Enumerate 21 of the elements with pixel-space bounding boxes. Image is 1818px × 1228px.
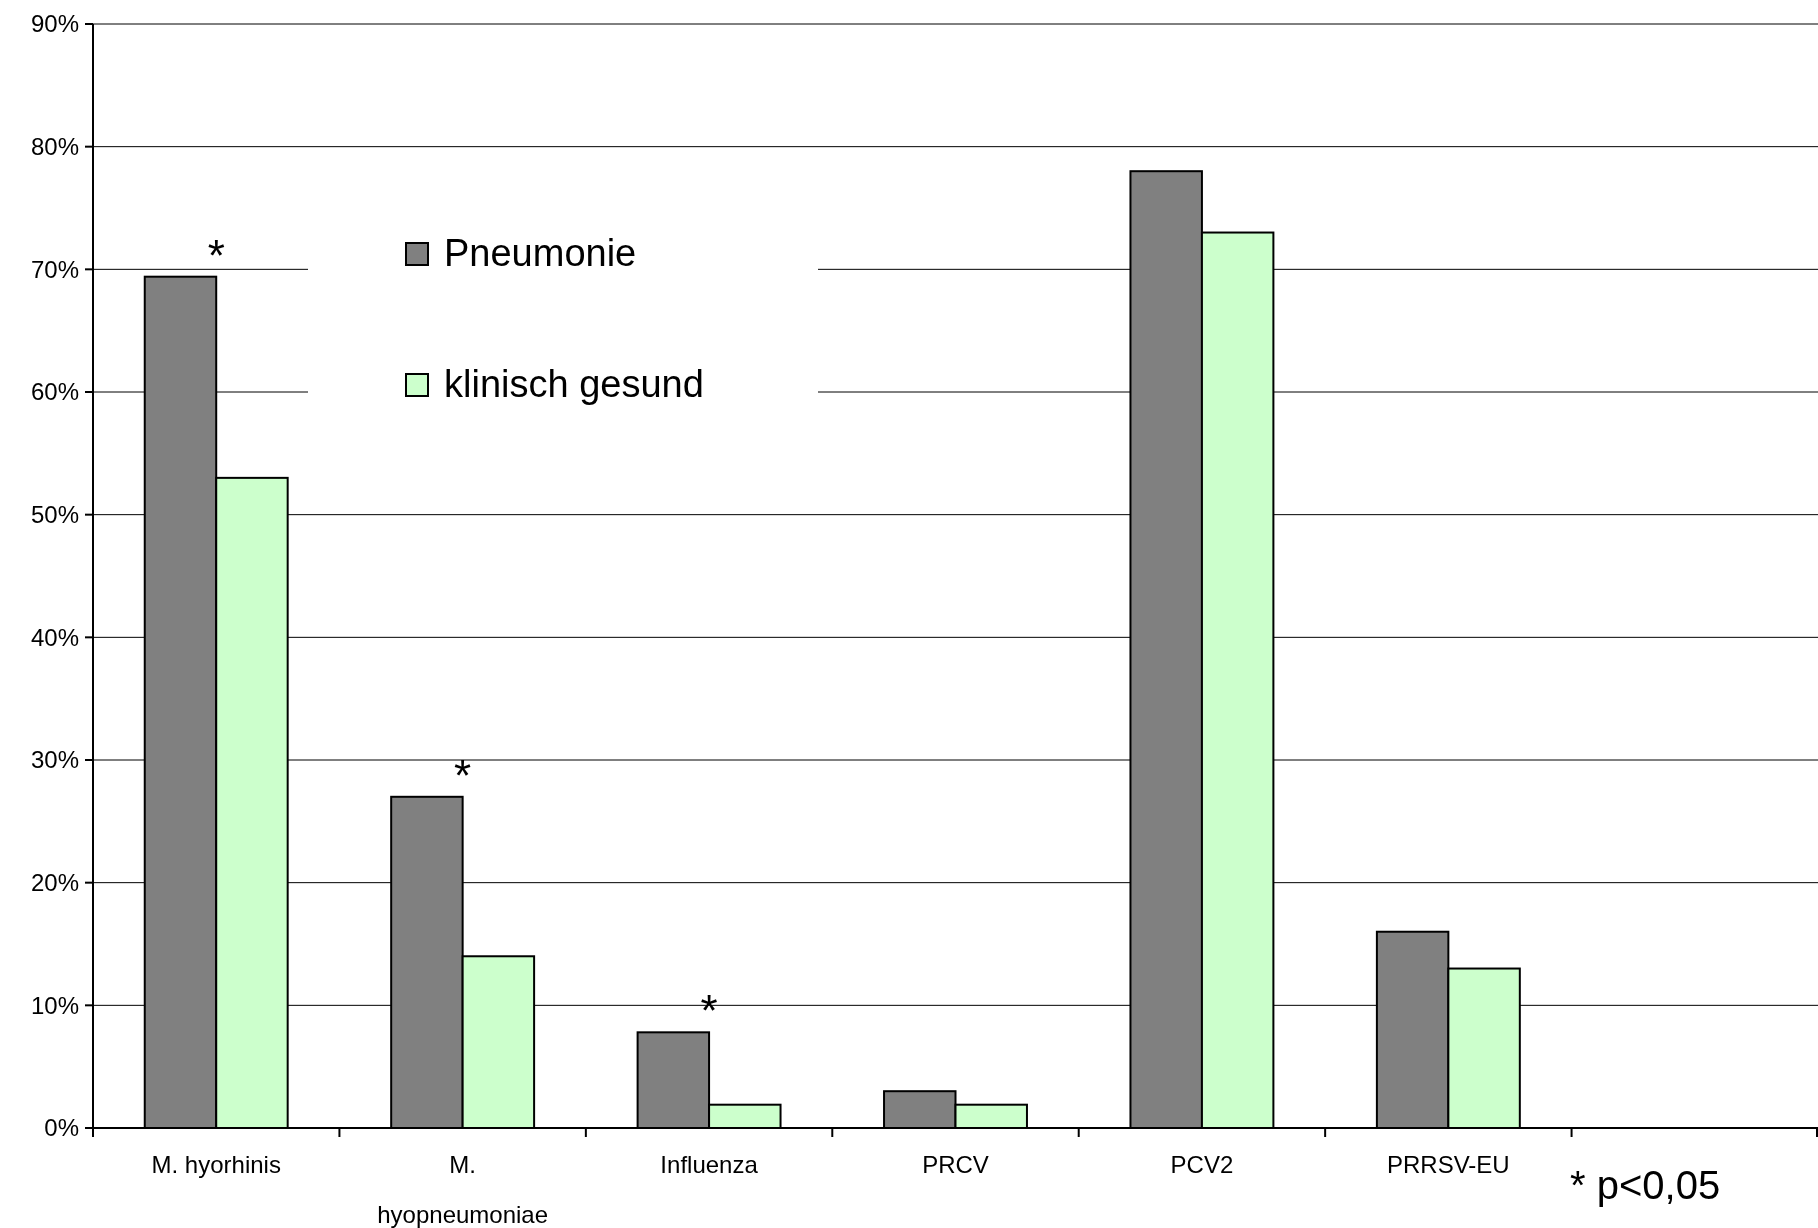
y-tick-label: 60% <box>30 378 79 406</box>
y-tick-label: 40% <box>30 623 79 651</box>
x-tick-label: Influenza <box>660 1151 759 1178</box>
y-tick-label: 90% <box>30 10 79 38</box>
x-tick-label: M. hyorhinis <box>151 1151 281 1178</box>
text: * p<0,05 <box>1570 1163 1721 1207</box>
x-tick-label: M. hyopneumoniae <box>377 1151 549 1228</box>
y-tick-label: 20% <box>30 869 79 897</box>
annotation: * <box>454 750 472 800</box>
y-tick-label: 10% <box>30 991 79 1019</box>
legend-label: klinisch gesund <box>444 363 704 405</box>
y-tick-label: 0% <box>44 1114 79 1142</box>
y-tick-label: 70% <box>30 255 79 283</box>
x-tick-label: PCV2 <box>1170 1151 1234 1178</box>
x-tick-label: PRCV <box>922 1151 989 1178</box>
y-tick-label: 30% <box>30 746 79 774</box>
y-tick-label: 80% <box>30 133 79 161</box>
y-tick-label: 50% <box>30 501 79 529</box>
x-tick-label: PRRSV-EU <box>1387 1151 1510 1178</box>
annotation: * <box>207 230 225 280</box>
legend-label: Pneumonie <box>444 232 637 274</box>
